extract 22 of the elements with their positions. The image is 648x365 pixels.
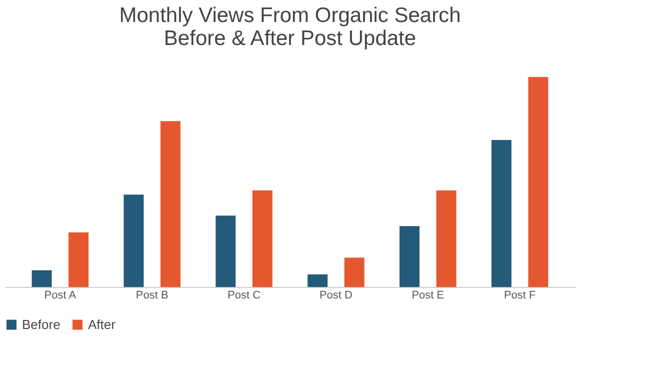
bar xyxy=(252,190,272,287)
bar xyxy=(216,216,236,287)
bar xyxy=(528,77,548,287)
x-tick-label: Post D xyxy=(319,290,353,302)
x-tick-label: Post C xyxy=(228,290,261,302)
bar xyxy=(344,258,364,287)
bar xyxy=(308,274,328,287)
bar xyxy=(124,194,144,287)
bar xyxy=(160,121,180,287)
x-tick-label: Post A xyxy=(44,290,77,302)
x-tick-label: Post B xyxy=(136,290,168,302)
bar xyxy=(491,140,512,287)
text: Monthly Views From Organic Search xyxy=(119,4,461,27)
x-tick-label: Post E xyxy=(412,290,444,302)
x-tick-label: Post F xyxy=(504,290,536,302)
legend-label: After xyxy=(88,316,116,332)
text: Before & After Post Update xyxy=(164,27,416,50)
bar xyxy=(436,190,456,287)
bar xyxy=(32,270,52,287)
bar xyxy=(68,232,89,287)
bar xyxy=(400,226,420,287)
legend-label: Before xyxy=(22,316,60,332)
